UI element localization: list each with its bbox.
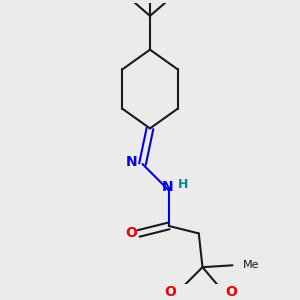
Text: N: N	[126, 155, 138, 169]
Text: O: O	[125, 226, 137, 240]
Text: N: N	[162, 180, 174, 194]
Text: H: H	[178, 178, 188, 191]
Text: Me: Me	[243, 260, 260, 270]
Text: O: O	[164, 285, 176, 298]
Text: O: O	[225, 285, 237, 298]
